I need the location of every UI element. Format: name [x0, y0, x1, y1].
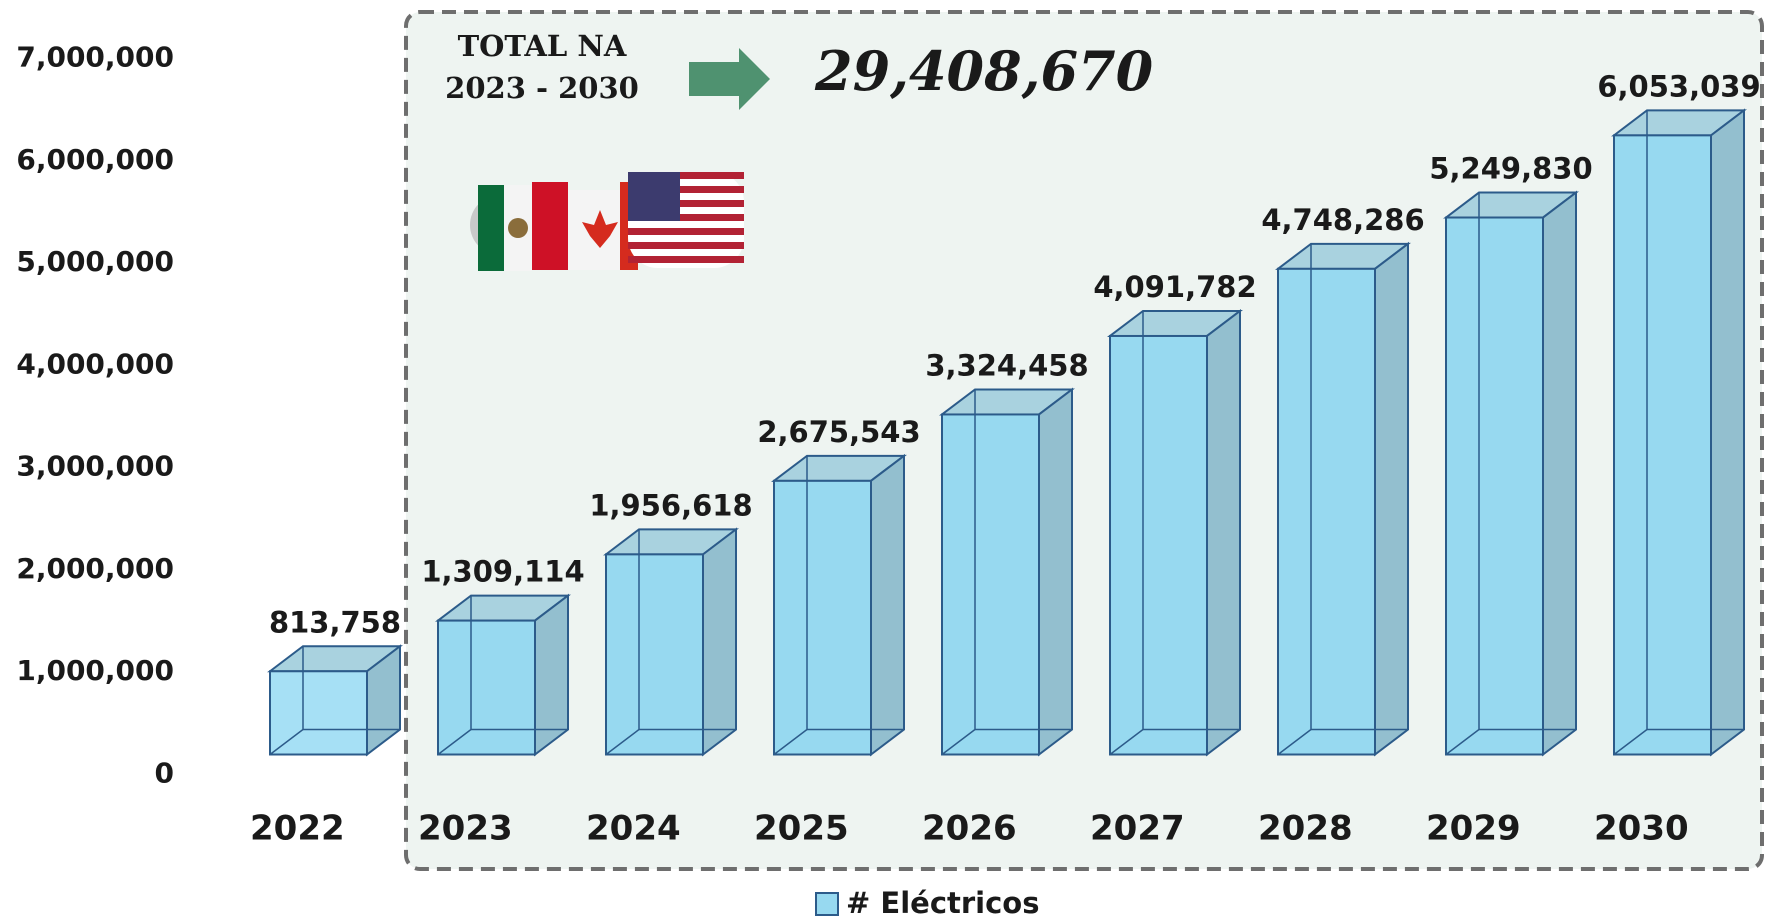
bar-side — [1710, 108, 1745, 757]
y-tick-label: 6,000,000 — [16, 143, 174, 176]
bar — [1109, 334, 1208, 756]
x-tick-label: 2024 — [586, 809, 681, 849]
annotation: TOTAL NA — [458, 29, 627, 63]
bar-side — [1206, 308, 1241, 757]
bar — [773, 479, 872, 756]
data-label: 2,675,543 — [757, 415, 920, 449]
x-tick-label: 2026 — [922, 809, 1017, 849]
x-tick-label: 2030 — [1594, 809, 1689, 849]
y-tick-label: 4,000,000 — [16, 347, 174, 380]
annotation: 2023 - 2030 — [445, 71, 639, 105]
x-tick-label: 2023 — [418, 809, 513, 849]
x-tick-label: 2025 — [754, 809, 849, 849]
y-tick-label: 5,000,000 — [16, 245, 174, 278]
data-label: 6,053,039 — [1597, 69, 1760, 103]
data-label: 813,758 — [269, 605, 401, 639]
bar-side — [1038, 387, 1073, 757]
flags — [470, 172, 744, 271]
x-tick-label: 2028 — [1258, 809, 1353, 849]
bar — [605, 553, 704, 756]
highlight-box — [404, 10, 1764, 871]
x-tick-label: 2022 — [250, 809, 345, 849]
data-label: 4,091,782 — [1093, 270, 1256, 304]
bar-side — [1374, 241, 1409, 757]
x-tick-label: 2029 — [1426, 809, 1521, 849]
y-tick-label: 2,000,000 — [16, 552, 174, 585]
bar-side — [870, 453, 905, 757]
legend-swatch — [815, 892, 839, 916]
bar-side — [534, 593, 569, 757]
x-tick-label: 2027 — [1090, 809, 1185, 849]
arrow — [689, 48, 770, 110]
data-label: 5,249,830 — [1429, 152, 1592, 186]
bar — [269, 670, 368, 756]
y-tick-label: 1,000,000 — [16, 654, 174, 687]
bar — [1445, 216, 1544, 756]
data-label: 1,309,114 — [421, 555, 584, 589]
legend-label: # Eléctricos — [846, 886, 1039, 919]
y-tick-label: 3,000,000 — [16, 450, 174, 483]
bar — [941, 413, 1040, 756]
y-tick-label: 0 — [155, 757, 174, 790]
bar — [1277, 267, 1376, 756]
data-label: 3,324,458 — [925, 348, 1088, 382]
bar — [1613, 134, 1712, 756]
bar-side — [702, 527, 737, 757]
total-annotation: 29,408,670 — [814, 39, 1153, 103]
data-label: 1,956,618 — [589, 488, 752, 522]
bar — [437, 619, 536, 756]
bar-side — [1542, 190, 1577, 757]
data-label: 4,748,286 — [1261, 203, 1424, 237]
y-tick-label: 7,000,000 — [16, 41, 174, 74]
